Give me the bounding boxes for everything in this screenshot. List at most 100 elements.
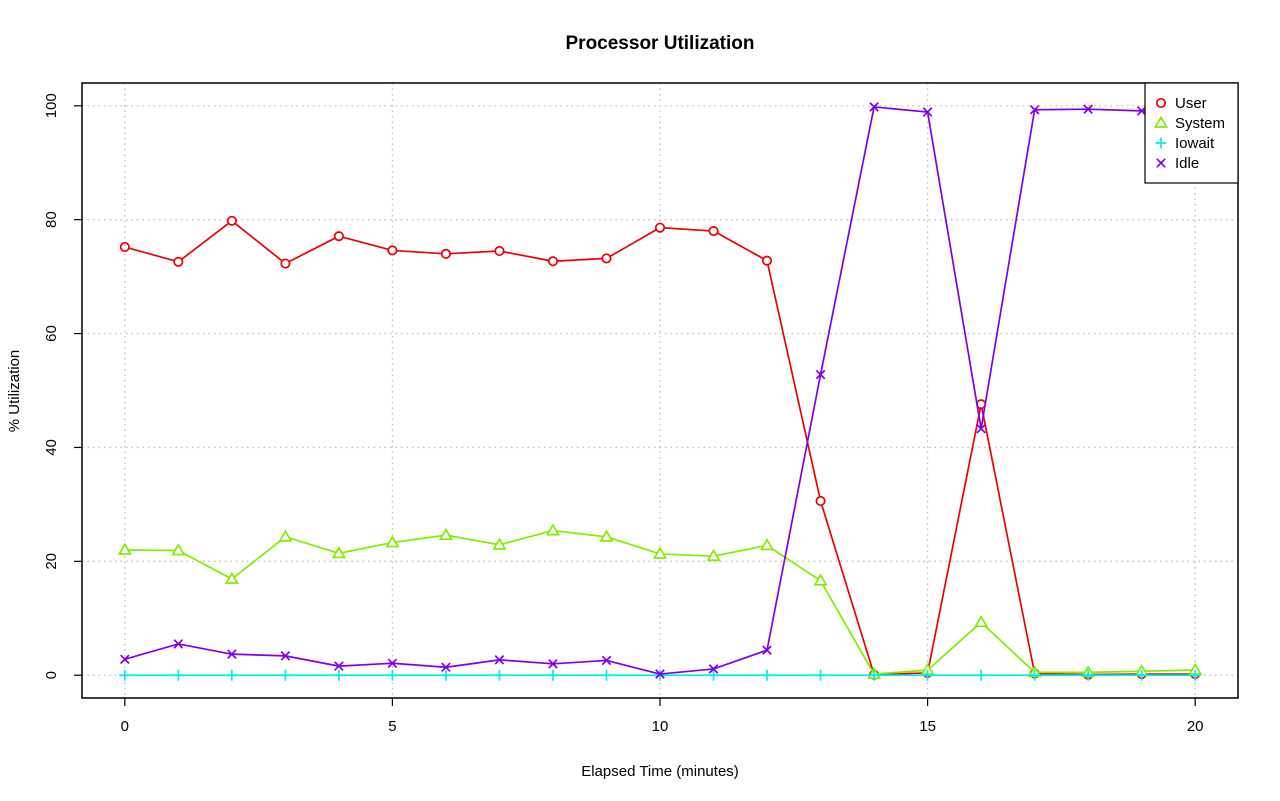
data-point-idle (815, 369, 826, 380)
data-point-system (438, 527, 454, 541)
data-point-system (545, 523, 561, 536)
data-point-system (652, 546, 668, 559)
data-point-idle (548, 659, 558, 669)
data-series (117, 102, 1203, 681)
data-point-iowait (761, 669, 773, 681)
data-point-user (654, 222, 666, 233)
y-axis-label: % Utilization (6, 350, 23, 433)
data-point-user (547, 256, 559, 267)
data-point-iowait (815, 669, 827, 681)
data-point-iowait (547, 669, 559, 681)
data-point-iowait (1136, 669, 1148, 681)
x-axis-label: Elapsed Time (minutes) (581, 763, 739, 780)
y-tick-label: 60 (43, 325, 60, 342)
data-point-system (117, 542, 132, 555)
x-tick-label: 10 (652, 718, 669, 735)
data-point-iowait (868, 669, 880, 681)
legend-item-iowait: Iowait (1155, 135, 1215, 152)
data-point-user (387, 245, 398, 256)
data-point-idle (120, 654, 130, 665)
data-point-iowait (1082, 669, 1094, 681)
legend-marker-iowait (1155, 137, 1167, 149)
data-point-iowait (1189, 669, 1201, 681)
legend-marker-system (1153, 115, 1169, 128)
y-tick-label: 80 (43, 211, 60, 228)
data-point-idle (494, 655, 505, 665)
data-point-user (226, 215, 237, 226)
data-point-user (333, 231, 344, 242)
data-point-iowait (119, 669, 131, 681)
legend-marker-user (1155, 97, 1167, 109)
axes: 0 5 10 15 20 0 20 40 60 80 100 (43, 93, 1204, 735)
data-point-idle (922, 107, 933, 117)
data-point-iowait (922, 669, 934, 681)
legend-item-idle: Idle (1156, 155, 1199, 172)
data-point-system (706, 548, 721, 562)
data-point-system (331, 546, 346, 559)
data-point-iowait (1029, 669, 1041, 681)
data-point-idle (601, 655, 612, 666)
data-point-idle (976, 423, 986, 434)
data-point-system (224, 571, 239, 584)
legend-item-user: User (1155, 95, 1207, 112)
data-point-user (815, 495, 826, 507)
y-tick-label: 100 (43, 93, 60, 118)
legend-label-system: System (1175, 115, 1225, 132)
data-point-iowait (333, 669, 345, 681)
data-point-idle (1029, 104, 1040, 115)
legend-label-idle: Idle (1175, 155, 1199, 172)
data-point-user (601, 253, 612, 264)
series-system (117, 523, 1203, 679)
data-point-system (599, 529, 614, 542)
data-point-idle (280, 651, 291, 661)
chart-title: Processor Utilization (566, 33, 755, 54)
legend-item-system: System (1153, 115, 1225, 132)
data-point-system (759, 538, 775, 551)
legend-label-iowait: Iowait (1175, 135, 1215, 152)
x-tick-label: 20 (1187, 718, 1204, 735)
data-point-system (492, 537, 507, 550)
legend: User System Iowait Idle (1144, 82, 1239, 184)
data-point-idle (1083, 104, 1093, 114)
legend-marker-idle (1156, 158, 1166, 168)
data-point-iowait (493, 669, 505, 681)
data-point-iowait (279, 669, 291, 681)
data-point-iowait (386, 669, 398, 681)
data-point-system (278, 529, 293, 542)
data-point-system (385, 535, 400, 548)
data-point-idle (762, 645, 772, 655)
data-point-user (173, 256, 184, 267)
data-point-iowait (708, 669, 720, 681)
x-tick-label: 5 (388, 718, 396, 735)
data-point-iowait (226, 669, 238, 681)
y-tick-label: 20 (43, 553, 60, 570)
data-point-user (440, 248, 451, 259)
legend-label-user: User (1175, 95, 1207, 112)
data-point-iowait (440, 669, 452, 681)
data-point-user (708, 226, 719, 237)
data-point-idle (708, 664, 719, 674)
x-tick-label: 0 (121, 718, 129, 735)
data-point-system (171, 543, 186, 556)
data-point-user (761, 255, 773, 266)
data-point-idle (334, 661, 344, 671)
data-point-iowait (172, 669, 184, 681)
data-point-user (494, 245, 505, 257)
data-point-idle (387, 658, 398, 669)
y-tick-label: 40 (43, 439, 60, 456)
data-point-iowait (600, 669, 612, 681)
data-point-idle (227, 649, 237, 659)
data-point-idle (655, 669, 665, 679)
data-point-user (119, 241, 130, 253)
data-point-idle (441, 662, 451, 673)
data-point-system (813, 573, 828, 586)
y-tick-label: 0 (43, 671, 60, 679)
data-point-system (974, 614, 989, 628)
data-point-idle (869, 102, 879, 112)
x-tick-label: 15 (919, 718, 936, 735)
data-point-user (280, 258, 291, 269)
data-point-iowait (975, 669, 987, 681)
data-point-idle (173, 639, 184, 649)
